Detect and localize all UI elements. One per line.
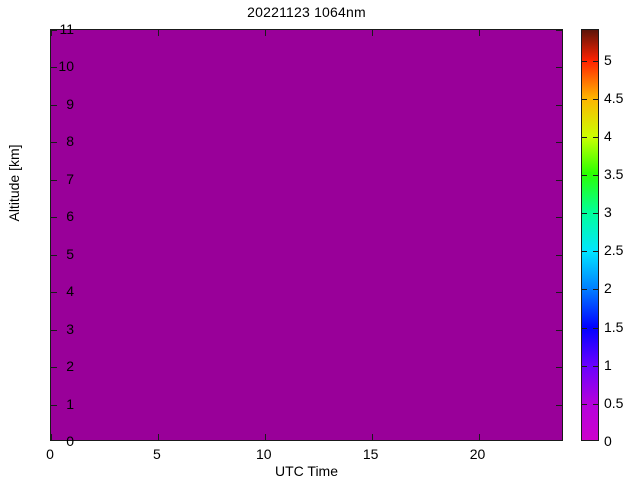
y-tick-mark — [556, 67, 562, 69]
colorbar-tick-mark — [593, 365, 598, 367]
x-tick-label: 20 — [469, 446, 486, 462]
x-tick-label: 5 — [152, 446, 161, 462]
y-tick-label: 2 — [66, 358, 74, 375]
y-tick-mark — [51, 217, 57, 219]
colorbar-gradient — [582, 30, 598, 440]
colorbar-tick-mark — [593, 327, 598, 329]
y-tick-mark — [556, 217, 562, 219]
colorbar-tick-label: 2 — [604, 280, 612, 297]
colorbar[interactable] — [581, 29, 599, 441]
colorbar-tick-mark — [593, 60, 598, 62]
x-tick-label: 10 — [255, 446, 272, 462]
y-axis-title: Altitude [km] — [6, 144, 22, 222]
colorbar-tick-mark — [582, 174, 587, 176]
colorbar-tick-label: 1.5 — [604, 318, 624, 335]
x-tick-mark — [478, 30, 480, 36]
colorbar-tick-label: 2.5 — [604, 242, 624, 259]
colorbar-tick-mark — [582, 403, 587, 405]
y-tick-mark — [556, 367, 562, 369]
y-tick-mark — [556, 142, 562, 144]
x-tick-mark — [51, 30, 52, 36]
x-axis-title: UTC Time — [275, 463, 338, 479]
y-tick-mark — [51, 367, 57, 369]
y-tick-mark — [556, 254, 562, 256]
y-tick-mark — [51, 104, 57, 106]
y-tick-mark — [556, 179, 562, 181]
colorbar-tick-mark — [593, 174, 598, 176]
colorbar-tick-mark — [593, 98, 598, 100]
y-tick-label: 8 — [66, 133, 74, 150]
colorbar-tick-label: 0.5 — [604, 394, 624, 411]
colorbar-tick-label: 0 — [604, 433, 612, 449]
colorbar-tick-mark — [582, 60, 587, 62]
x-tick-mark — [157, 434, 159, 440]
y-tick-mark — [51, 142, 57, 144]
colorbar-tick-mark — [582, 213, 587, 215]
y-tick-mark — [51, 254, 57, 256]
y-tick-mark — [51, 67, 57, 69]
y-tick-mark — [51, 292, 57, 294]
y-tick-mark — [51, 179, 57, 181]
colorbar-tick-label: 4 — [604, 127, 612, 144]
y-tick-label: 3 — [66, 320, 74, 337]
x-tick-mark — [371, 30, 373, 36]
colorbar-tick-mark — [582, 289, 587, 291]
colorbar-tick-mark — [582, 136, 587, 138]
y-tick-label: 7 — [66, 170, 74, 187]
y-tick-mark — [556, 329, 562, 331]
y-tick-mark — [556, 104, 562, 106]
x-tick-label: 15 — [362, 446, 379, 462]
x-tick-mark — [371, 434, 373, 440]
x-tick-mark — [478, 434, 480, 440]
y-tick-label: 4 — [66, 283, 74, 300]
colorbar-tick-label: 4.5 — [604, 89, 624, 106]
colorbar-tick-mark — [582, 98, 587, 100]
x-tick-mark — [264, 30, 266, 36]
y-tick-label: 11 — [59, 21, 74, 37]
y-tick-mark — [51, 404, 57, 406]
y-tick-label: 5 — [66, 245, 74, 262]
y-tick-mark — [556, 30, 562, 31]
y-tick-mark — [556, 292, 562, 294]
colorbar-tick-mark — [582, 365, 587, 367]
y-tick-mark — [51, 30, 57, 31]
y-tick-label: 1 — [66, 395, 74, 412]
y-tick-label: 9 — [66, 95, 74, 112]
colorbar-tick-mark — [593, 289, 598, 291]
colorbar-tick-mark — [593, 136, 598, 138]
y-tick-label: 6 — [66, 208, 74, 225]
y-tick-label: 10 — [58, 58, 74, 75]
x-tick-label: 0 — [46, 446, 54, 462]
colorbar-tick-mark — [593, 403, 598, 405]
colorbar-tick-mark — [593, 251, 598, 253]
colorbar-tick-label: 1 — [604, 356, 612, 373]
x-tick-mark — [264, 434, 266, 440]
y-tick-label: 0 — [66, 433, 74, 449]
colorbar-tick-mark — [593, 213, 598, 215]
colorbar-tick-label: 5 — [604, 51, 612, 68]
page-title: 20221123 1064nm — [247, 4, 366, 20]
colorbar-tick-mark — [582, 327, 587, 329]
x-tick-mark — [157, 30, 159, 36]
x-tick-mark — [51, 434, 52, 440]
colorbar-tick-mark — [582, 251, 587, 253]
y-tick-mark — [556, 404, 562, 406]
heatmap-surface — [51, 30, 562, 440]
y-tick-mark — [51, 329, 57, 331]
colorbar-tick-label: 3 — [604, 204, 612, 221]
plot-area[interactable] — [50, 29, 563, 441]
colorbar-tick-label: 3.5 — [604, 165, 624, 182]
